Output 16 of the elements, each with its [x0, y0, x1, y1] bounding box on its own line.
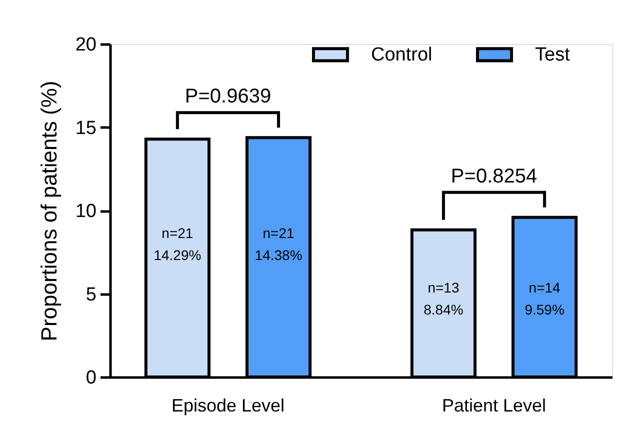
- data-label: n=13 8.84%: [424, 280, 464, 318]
- data-label: n=21 14.38%: [254, 225, 302, 264]
- x-tick-label: Episode Level: [171, 396, 285, 416]
- y-tick-label: 5: [86, 284, 96, 306]
- legend-label: Control: [371, 44, 432, 66]
- legend-label: Test: [535, 44, 571, 66]
- y-tick-label: 20: [75, 34, 96, 56]
- y-tick-label: 0: [86, 368, 96, 388]
- x-tick-label: Patient Level: [442, 396, 546, 416]
- annotation: P=0.9639: [184, 86, 272, 108]
- y-tick-label: 15: [75, 118, 96, 139]
- y-tick-label: 10: [75, 201, 96, 222]
- data-label: n=14 9.59%: [524, 280, 564, 318]
- data-label: n=21 14.29%: [154, 225, 202, 264]
- annotation: P=0.8254: [450, 165, 538, 188]
- y-axis-title: Proportions of patients (%): [36, 80, 62, 342]
